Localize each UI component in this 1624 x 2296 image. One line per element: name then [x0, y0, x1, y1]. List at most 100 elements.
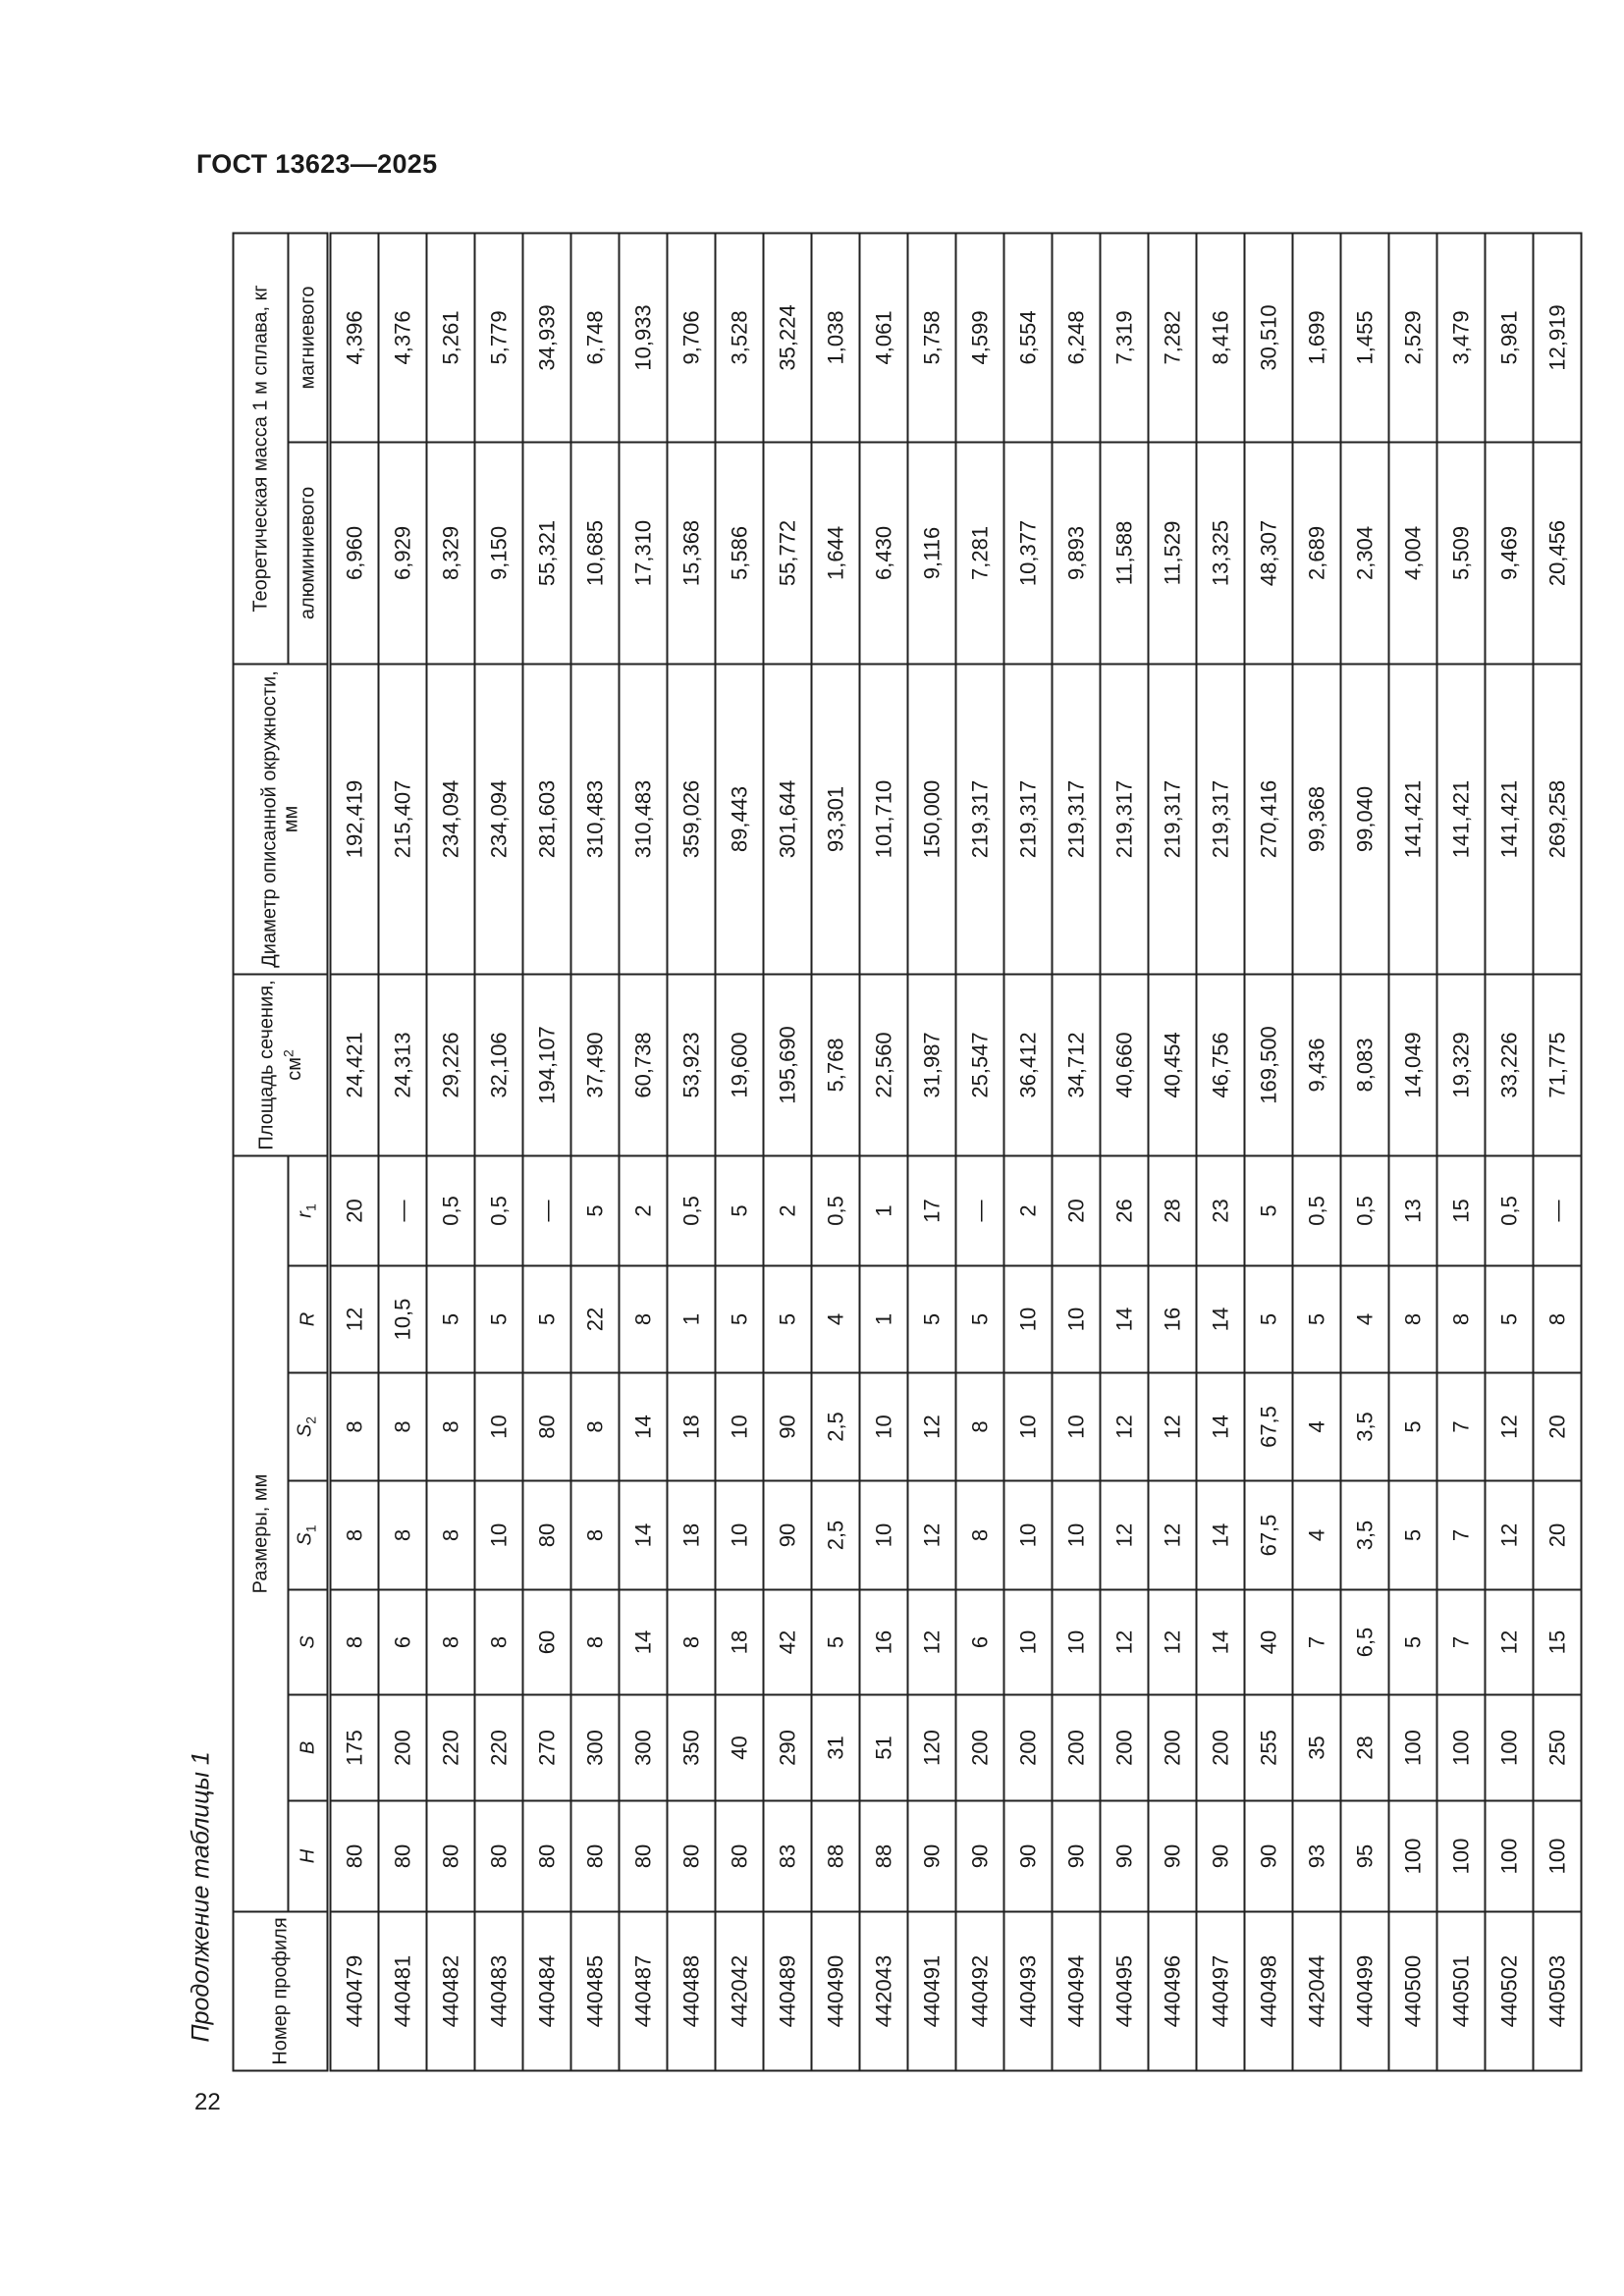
cell-area: 34,712 [1052, 973, 1100, 1155]
cell-mass-magnesium: 35,224 [763, 232, 811, 442]
header-H: H [288, 1800, 329, 1911]
cell-S: 7 [1436, 1589, 1485, 1694]
cell-area: 195,690 [763, 973, 811, 1155]
cell-B: 220 [426, 1694, 474, 1800]
cell-B: 200 [1100, 1694, 1148, 1800]
cell-mass-magnesium: 5,261 [426, 232, 474, 442]
cell-area: 46,756 [1196, 973, 1244, 1155]
cell-r1: 0,5 [1292, 1154, 1340, 1265]
table-row: 440501 100 100 7 7 7 8 15 19,329 141,421 5,509 3,47… [1436, 232, 1485, 2070]
cell-B: 100 [1485, 1694, 1533, 1800]
cell-S1: 10 [474, 1480, 522, 1589]
cell-profile-number: 440498 [1244, 1911, 1292, 2070]
cell-S2: 18 [667, 1372, 715, 1480]
cell-B: 250 [1533, 1694, 1581, 1800]
cell-mass-magnesium: 1,455 [1340, 232, 1388, 442]
header-aluminium: алюминиевого [288, 441, 329, 664]
cell-profile-number: 440490 [811, 1911, 859, 2070]
cell-S2: 8 [570, 1372, 619, 1480]
cell-S2: 10 [474, 1372, 522, 1480]
cell-B: 100 [1436, 1694, 1485, 1800]
cell-area: 194,107 [522, 973, 570, 1155]
cell-S1: 80 [522, 1480, 570, 1589]
cell-S1: 12 [1100, 1480, 1148, 1589]
header-S2: S2 [288, 1372, 329, 1480]
cell-mass-aluminium: 11,529 [1148, 441, 1196, 664]
cell-mass-aluminium: 20,456 [1533, 441, 1581, 664]
table-row: 440479 80 175 8 8 8 12 20 24,421 192,419 6,960 4,39… [328, 232, 378, 2070]
cell-R: 1 [667, 1265, 715, 1372]
cell-H: 95 [1340, 1800, 1388, 1911]
table-row: 442043 88 51 16 10 10 1 1 22,560 101,710 6,430 4,06… [859, 232, 907, 2070]
cell-mass-aluminium: 9,893 [1052, 441, 1100, 664]
cell-S1: 18 [667, 1480, 715, 1589]
cell-S1: 14 [1196, 1480, 1244, 1589]
cell-R: 16 [1148, 1265, 1196, 1372]
document-header: ГОСТ 13623—2025 [196, 149, 438, 179]
cell-diameter: 219,317 [1196, 663, 1244, 974]
cell-mass-magnesium: 2,529 [1388, 232, 1436, 442]
cell-profile-number: 440495 [1100, 1911, 1148, 2070]
cell-B: 200 [378, 1694, 426, 1800]
cell-S2: 12 [907, 1372, 955, 1480]
header-area-sup: 2 [279, 1048, 296, 1057]
cell-area: 32,106 [474, 973, 522, 1155]
cell-S: 16 [859, 1589, 907, 1694]
cell-r1: 0,5 [1340, 1154, 1388, 1265]
table-row: 440500 100 100 5 5 5 8 13 14,049 141,421 4,004 2,52… [1388, 232, 1436, 2070]
header-r1-main: r [294, 1210, 315, 1218]
cell-H: 80 [426, 1800, 474, 1911]
cell-mass-aluminium: 1,644 [811, 441, 859, 664]
cell-S1: 2,5 [811, 1480, 859, 1589]
cell-S1: 10 [715, 1480, 763, 1589]
cell-mass-magnesium: 6,554 [1003, 232, 1052, 442]
cell-B: 200 [1196, 1694, 1244, 1800]
cell-B: 290 [763, 1694, 811, 1800]
cell-mass-magnesium: 5,779 [474, 232, 522, 442]
cell-r1: 15 [1436, 1154, 1485, 1265]
cell-S1: 12 [907, 1480, 955, 1589]
cell-S1: 8 [955, 1480, 1003, 1589]
cell-mass-aluminium: 48,307 [1244, 441, 1292, 664]
cell-S: 7 [1292, 1589, 1340, 1694]
cell-profile-number: 440502 [1485, 1911, 1533, 2070]
cell-S1: 8 [378, 1480, 426, 1589]
cell-mass-aluminium: 55,772 [763, 441, 811, 664]
cell-area: 25,547 [955, 973, 1003, 1155]
cell-profile-number: 440483 [474, 1911, 522, 2070]
table-row: 440493 90 200 10 10 10 10 2 36,412 219,317 10,377 6… [1003, 232, 1052, 2070]
header-diameter: Диаметр описанной окружности, мм [233, 663, 329, 974]
cell-mass-aluminium: 6,960 [328, 441, 378, 664]
cell-area: 22,560 [859, 973, 907, 1155]
cell-diameter: 219,317 [1148, 663, 1196, 974]
cell-area: 8,083 [1340, 973, 1388, 1155]
cell-S2: 12 [1148, 1372, 1196, 1480]
cell-S1: 8 [426, 1480, 474, 1589]
cell-H: 80 [474, 1800, 522, 1911]
cell-R: 14 [1100, 1265, 1148, 1372]
cell-r1: 2 [763, 1154, 811, 1265]
cell-H: 90 [955, 1800, 1003, 1911]
header-S1-main: S [294, 1531, 315, 1546]
cell-B: 200 [955, 1694, 1003, 1800]
cell-S: 12 [1485, 1589, 1533, 1694]
header-magnesium: магниевого [288, 232, 329, 442]
cell-r1: 2 [1003, 1154, 1052, 1265]
cell-profile-number: 440479 [328, 1911, 378, 2070]
header-S1-sub: 1 [302, 1523, 318, 1532]
cell-profile-number: 440484 [522, 1911, 570, 2070]
cell-S: 14 [1196, 1589, 1244, 1694]
cell-H: 80 [715, 1800, 763, 1911]
cell-S: 8 [328, 1589, 378, 1694]
cell-mass-aluminium: 55,321 [522, 441, 570, 664]
cell-profile-number: 440492 [955, 1911, 1003, 2070]
cell-area: 5,768 [811, 973, 859, 1155]
cell-H: 80 [522, 1800, 570, 1911]
cell-S: 8 [570, 1589, 619, 1694]
cell-mass-aluminium: 2,304 [1340, 441, 1388, 664]
cell-S: 5 [811, 1589, 859, 1694]
cell-diameter: 234,094 [474, 663, 522, 974]
cell-r1: 0,5 [1485, 1154, 1533, 1265]
cell-B: 300 [570, 1694, 619, 1800]
table-caption: Продолжение таблицы 1 [187, 1750, 214, 2042]
